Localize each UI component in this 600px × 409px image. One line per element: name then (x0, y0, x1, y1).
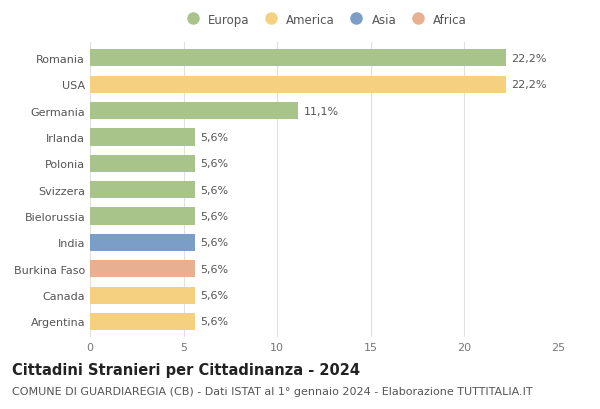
Text: 5,6%: 5,6% (200, 133, 229, 143)
Text: 22,2%: 22,2% (511, 54, 547, 64)
Legend: Europa, America, Asia, Africa: Europa, America, Asia, Africa (176, 9, 472, 31)
Bar (90, 76, 506, 94)
Text: 5,6%: 5,6% (200, 159, 229, 169)
Text: 5,6%: 5,6% (200, 317, 229, 327)
Text: 5,6%: 5,6% (200, 290, 229, 300)
Bar (90, 208, 195, 225)
Bar (90, 50, 506, 67)
Bar (90, 129, 195, 146)
Text: 5,6%: 5,6% (200, 211, 229, 221)
Text: Cittadini Stranieri per Cittadinanza - 2024: Cittadini Stranieri per Cittadinanza - 2… (12, 362, 360, 377)
Text: 11,1%: 11,1% (304, 106, 338, 116)
Bar (90, 287, 195, 304)
Bar (90, 313, 195, 330)
Bar (90, 234, 195, 251)
Bar (90, 103, 298, 120)
Bar (90, 182, 195, 199)
Text: 5,6%: 5,6% (200, 185, 229, 195)
Bar (90, 155, 195, 173)
Text: 22,2%: 22,2% (511, 80, 547, 90)
Text: COMUNE DI GUARDIAREGIA (CB) - Dati ISTAT al 1° gennaio 2024 - Elaborazione TUTTI: COMUNE DI GUARDIAREGIA (CB) - Dati ISTAT… (12, 387, 533, 396)
Text: 5,6%: 5,6% (200, 264, 229, 274)
Bar (90, 261, 195, 278)
Text: 5,6%: 5,6% (200, 238, 229, 248)
